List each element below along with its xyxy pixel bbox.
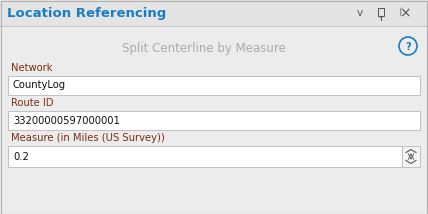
Text: Route ID: Route ID [11,98,54,108]
Bar [8,146,402,167]
Text: Network: Network [11,63,53,73]
Text: Measure (in Miles (US Survey)): Measure (in Miles (US Survey)) [11,133,165,143]
Text: ‸: ‸ [379,8,383,18]
Text: v: v [357,8,363,18]
Text: 33200000597000001: 33200000597000001 [13,116,120,125]
Bar [0,0,428,26]
Text: Location Referencing: Location Referencing [7,6,166,19]
Bar [378,8,384,16]
Text: Split Centerline by Measure: Split Centerline by Measure [122,42,286,55]
Text: CountyLog: CountyLog [13,80,66,91]
Text: ?: ? [405,42,411,52]
Text: 0.2: 0.2 [13,152,29,162]
Bar [8,76,420,95]
Bar [402,146,420,167]
Text: ×: × [399,6,411,20]
Text: ⎮: ⎮ [398,8,402,16]
Bar [8,111,420,130]
